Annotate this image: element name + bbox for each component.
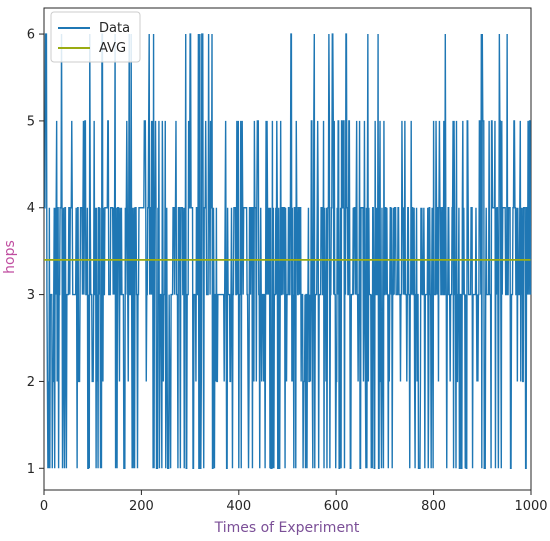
x-tick-label: 600 [324,499,349,514]
y-tick-label: 2 [27,375,35,390]
legend: Data AVG [50,11,141,63]
x-tick-label: 400 [226,499,251,514]
x-tick-label: 1000 [514,499,547,514]
legend-label-data: Data [99,21,130,36]
legend-box [50,11,141,63]
y-tick-label: 6 [27,28,35,43]
data-series-path [44,33,532,469]
x-tick-label: 200 [129,499,154,514]
x-axis: 0 200 400 600 800 1000 [40,490,548,514]
y-tick-label: 1 [27,462,35,477]
x-tick-label: 0 [40,499,48,514]
y-axis-label: hops [2,240,18,274]
y-axis: 1 2 3 4 5 6 [27,28,44,477]
x-axis-label: Times of Experiment [214,520,360,536]
y-tick-label: 3 [27,288,35,303]
plot-area [43,7,532,491]
x-tick-label: 800 [421,499,446,514]
legend-label-avg: AVG [99,41,126,56]
y-tick-label: 5 [27,114,35,129]
y-tick-label: 4 [27,201,35,216]
series-data-line [44,33,532,469]
